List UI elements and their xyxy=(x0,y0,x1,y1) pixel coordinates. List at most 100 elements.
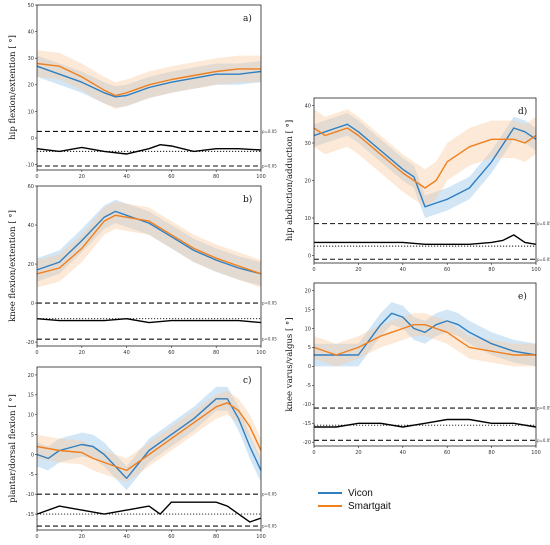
band-smartgait xyxy=(37,390,261,483)
y-tick-label: 15 xyxy=(305,307,311,313)
band-vicon xyxy=(37,386,261,491)
x-tick-label: 0 xyxy=(312,450,315,456)
panel-label: e) xyxy=(518,291,527,302)
x-tick-label: 100 xyxy=(256,350,266,356)
legend-label-vicon: Vicon xyxy=(348,488,373,499)
x-tick-label: 40 xyxy=(400,450,406,456)
y-tick-label: 5 xyxy=(31,432,34,438)
plot-frame xyxy=(36,4,262,171)
x-tick-label: 0 xyxy=(35,534,38,540)
x-tick-label: 80 xyxy=(488,450,494,456)
y-tick-label: 0 xyxy=(31,301,34,307)
y-tick-label: 60 xyxy=(28,184,34,190)
panel-d: p=0.05 p=0.05 0 20 40 60 80 100 0 10 20 30 40 d) hip a… xyxy=(285,97,550,273)
x-tick-label: 20 xyxy=(355,267,361,273)
x-tick-label: 20 xyxy=(355,450,361,456)
y-tick-label: -20 xyxy=(303,440,311,446)
x-tick-label: 0 xyxy=(312,267,315,273)
y-tick-label: 50 xyxy=(28,3,34,9)
band-vicon xyxy=(314,113,536,218)
band-smartgait xyxy=(314,109,536,207)
threshold-label: p=0.05 xyxy=(262,301,277,306)
x-tick-label: 0 xyxy=(35,350,38,356)
x-tick-label: 20 xyxy=(79,174,85,180)
y-tick-label: -10 xyxy=(26,492,34,498)
series-line-vicon xyxy=(36,65,262,98)
spm-curve xyxy=(314,234,537,246)
y-tick-label: -15 xyxy=(26,512,34,518)
y-tick-label: -5 xyxy=(306,383,311,389)
y-tick-label: 10 xyxy=(305,326,311,332)
y-tick-label: 30 xyxy=(305,141,311,147)
y-tick-label: -10 xyxy=(303,402,311,408)
x-tick-label: 40 xyxy=(400,267,406,273)
x-tick-label: 80 xyxy=(488,267,494,273)
y-tick-label: 10 xyxy=(28,413,34,419)
series-line-smartgait xyxy=(36,62,261,97)
threshold-label: p=0.05 xyxy=(537,438,550,443)
threshold-label: p=0.05 xyxy=(262,492,277,497)
x-tick-label: 80 xyxy=(213,174,219,180)
spm-curve xyxy=(314,418,537,428)
band-vicon xyxy=(37,55,261,108)
band-vicon xyxy=(314,302,536,367)
y-tick-label: -20 xyxy=(26,340,34,346)
panel-label: c) xyxy=(243,375,252,386)
threshold-label: p=0.05 xyxy=(537,257,550,262)
series-line-smartgait xyxy=(36,214,262,275)
band-smartgait xyxy=(314,313,536,367)
y-axis-label: hip flexion/extention [ °] xyxy=(8,35,18,140)
y-tick-label: 20 xyxy=(305,178,311,184)
panel-a: p=0.05p=0.050 20 40 60 80 100-1001020304050a)… xyxy=(8,3,277,180)
band-vicon xyxy=(37,199,261,286)
band-smartgait xyxy=(37,50,261,109)
x-tick-label: 60 xyxy=(168,534,174,540)
x-tick-label: 60 xyxy=(444,450,450,456)
series-line-vicon xyxy=(313,123,537,208)
y-tick-label: 30 xyxy=(28,56,34,62)
y-tick-label: 20 xyxy=(305,288,311,294)
y-axis-label: knee varus/valgus [ °] xyxy=(285,317,295,411)
series-line-smartgait xyxy=(36,402,262,472)
threshold-label: p=0.05 xyxy=(537,221,550,226)
threshold-label: p=0.05 xyxy=(262,164,277,169)
y-tick-label: 10 xyxy=(305,216,311,222)
y-axis-label: hip abduction/adduction [ °] xyxy=(285,120,295,241)
threshold-label: p=0.05 xyxy=(537,406,550,411)
panel-c: p=0.05 p=0.05 0 20 40 60 80 100 -15 -10 -5 0 5 10 15 20… xyxy=(8,366,277,540)
x-tick-label: 100 xyxy=(256,174,266,180)
panel-e: p=0.05 p=0.05 0 20 40 60 80 100 -20 -15 -10 -5 0 5 10 1… xyxy=(285,282,550,456)
threshold-label: p=0.05 xyxy=(262,524,277,529)
x-tick-label: 40 xyxy=(123,174,129,180)
x-tick-label: 100 xyxy=(256,534,266,540)
plot-frame xyxy=(36,185,262,347)
y-tick-label: 20 xyxy=(28,262,34,268)
y-tick-label: 40 xyxy=(28,223,34,229)
y-tick-label: 40 xyxy=(28,29,34,35)
y-tick-label: 0 xyxy=(31,452,34,458)
x-tick-label: 80 xyxy=(213,350,219,356)
y-tick-label: 20 xyxy=(28,373,34,379)
y-tick-label: 20 xyxy=(28,83,34,89)
y-tick-label: 5 xyxy=(308,345,311,351)
x-tick-label: 20 xyxy=(79,350,85,356)
panel-label: d) xyxy=(518,106,527,117)
y-tick-label: 10 xyxy=(28,109,34,115)
spm-curve xyxy=(36,501,262,523)
x-tick-label: 40 xyxy=(123,350,129,356)
y-tick-label: 0 xyxy=(308,253,311,259)
y-axis-label: plantar/dorsal flexion [ °] xyxy=(8,394,18,503)
plot-frame xyxy=(313,282,537,447)
panel-b: p=0.05p=0.050 20 40 60 80 100-200204060b)knee… xyxy=(8,184,277,356)
y-tick-label: -5 xyxy=(29,472,34,478)
y-tick-label: -15 xyxy=(303,421,311,427)
y-tick-label: 0 xyxy=(308,364,311,370)
threshold-label: p=0.05 xyxy=(262,129,277,134)
band-smartgait xyxy=(37,201,261,288)
y-tick-label: 0 xyxy=(31,136,34,142)
series-line-smartgait xyxy=(313,127,537,189)
y-axis-label: knee flexion/extention [ °] xyxy=(8,210,18,322)
y-tick-label: 40 xyxy=(305,103,311,109)
spm-curve xyxy=(36,143,262,155)
